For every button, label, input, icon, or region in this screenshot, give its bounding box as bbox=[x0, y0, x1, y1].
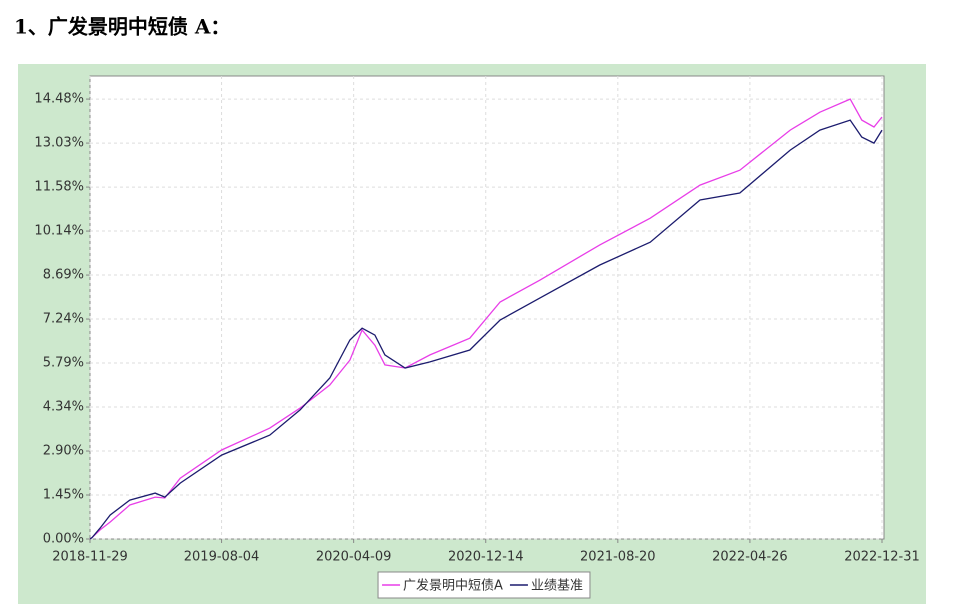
y-tick-label: 10.14% bbox=[34, 224, 84, 239]
x-tick-label: 2020-12-14 bbox=[448, 550, 524, 565]
x-tick-label: 2022-12-31 bbox=[844, 550, 920, 565]
x-tick-label: 2022-04-26 bbox=[712, 550, 788, 565]
y-tick-label: 4.34% bbox=[43, 400, 84, 415]
y-tick-label: 1.45% bbox=[43, 488, 84, 503]
legend-label: 业绩基准 bbox=[531, 579, 583, 594]
y-tick-label: 13.03% bbox=[34, 136, 84, 151]
x-tick-label: 2019-08-04 bbox=[184, 550, 260, 565]
y-tick-label: 0.00% bbox=[43, 532, 84, 547]
legend-label: 广发景明中短债A bbox=[403, 578, 503, 594]
y-tick-label: 5.79% bbox=[43, 356, 84, 371]
legend bbox=[377, 571, 591, 599]
y-tick-label: 14.48% bbox=[34, 92, 84, 107]
x-tick-label: 2021-08-20 bbox=[580, 550, 656, 565]
x-tick-label: 2020-04-09 bbox=[316, 550, 392, 565]
chart-title: 1、广发景明中短债 A： bbox=[14, 15, 230, 39]
x-tick-label: 2018-11-29 bbox=[52, 550, 128, 565]
series-line bbox=[89, 119, 883, 540]
y-tick-label: 11.58% bbox=[34, 180, 84, 195]
y-tick-label: 7.24% bbox=[43, 312, 84, 327]
y-tick-label: 8.69% bbox=[43, 268, 84, 283]
series-line bbox=[89, 98, 883, 540]
y-tick-label: 2.90% bbox=[43, 444, 84, 459]
plot-area bbox=[89, 75, 885, 540]
